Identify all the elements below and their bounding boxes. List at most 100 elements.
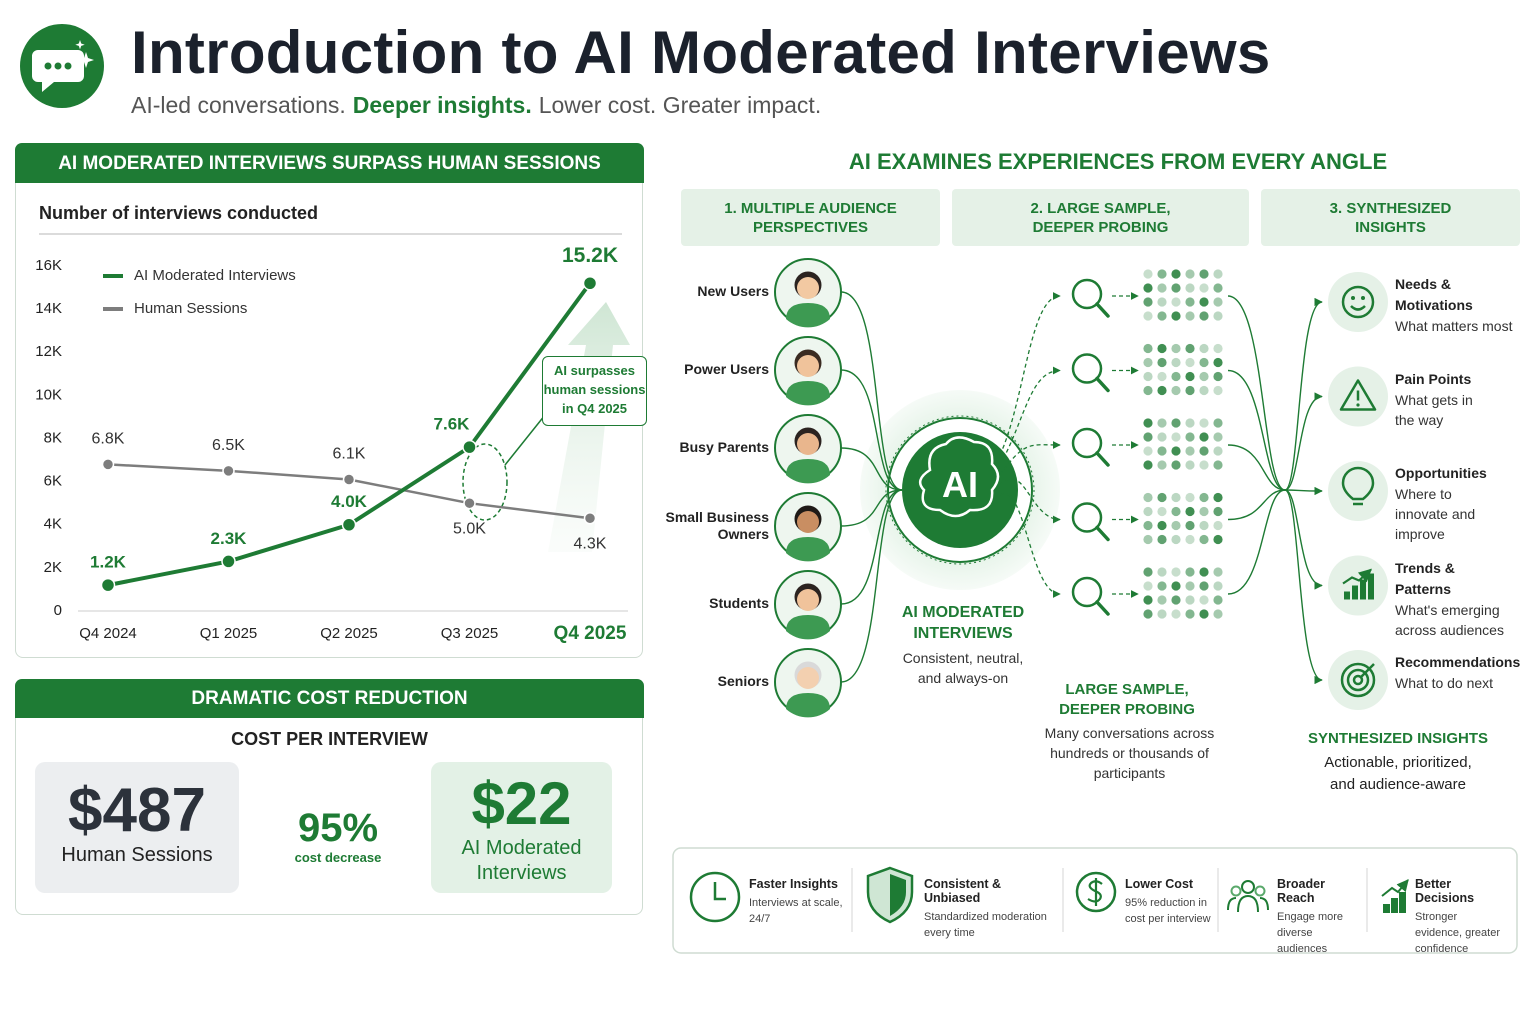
y-tick-label: 4K <box>44 516 62 533</box>
sample-dot <box>1143 297 1153 307</box>
benefit-title: Broader Reach <box>1277 877 1325 905</box>
synth-link <box>1227 444 1286 491</box>
avatar-face <box>797 511 819 533</box>
cost-subheading: COST PER INTERVIEW <box>231 729 428 749</box>
sample-dot <box>1157 311 1167 321</box>
avatar-body <box>786 303 830 328</box>
annotation: AI surpasses human sessions in Q4 2025 <box>542 356 647 426</box>
insight-title: Opportunities <box>1395 465 1487 481</box>
sample-dot <box>1185 371 1195 382</box>
magnifier <box>1071 278 1103 310</box>
value-label: 4.3K <box>574 536 607 553</box>
x-tick-label: Q1 2025 <box>200 625 258 642</box>
step: 1. MULTIPLE AUDIENCE PERSPECTIVES <box>681 189 940 246</box>
sample-dot <box>1185 283 1195 293</box>
target-ring <box>1352 674 1364 686</box>
connector <box>840 489 903 527</box>
probe-link <box>999 366 1061 466</box>
target-ring <box>1346 668 1370 692</box>
sample-dot <box>1199 595 1209 605</box>
avatar-body <box>786 459 830 484</box>
annotation-pointer <box>504 414 546 466</box>
sample-dot <box>1199 567 1209 577</box>
insight-title: Needs & Motivations <box>1395 276 1473 313</box>
sample-dot <box>1143 506 1153 517</box>
sample-dot <box>1157 357 1167 368</box>
subtitle-part: Deeper insights. <box>352 92 532 118</box>
sample-dot <box>1199 371 1209 382</box>
data-point <box>222 464 235 478</box>
sample-dot <box>1143 343 1153 354</box>
eye <box>1361 296 1365 300</box>
value-label: 15.2K <box>562 244 618 267</box>
sample-dot <box>1157 595 1167 605</box>
sample-dot <box>1143 581 1153 591</box>
benefit: Faster Insights Interviews at scale, 24/7 <box>749 877 844 927</box>
sample-dot <box>1213 446 1223 456</box>
people-icon <box>1254 885 1266 897</box>
sample-dot <box>1213 418 1223 428</box>
sample-dot <box>1213 460 1223 470</box>
benefit: Better Decisions Stronger evidence, great… <box>1415 877 1507 957</box>
value-label: 2.3K <box>211 529 248 548</box>
avatar-face <box>797 589 819 611</box>
insight-icon-bg <box>1328 272 1388 332</box>
sample-dot <box>1185 385 1195 396</box>
trend-bar <box>1352 585 1358 600</box>
data-point <box>462 439 477 455</box>
benefit: Lower Cost 95% reduction in cost per inte… <box>1125 877 1215 927</box>
smiley-icon <box>1341 285 1375 319</box>
avatar-face <box>797 355 819 377</box>
sample-dot <box>1199 311 1209 321</box>
sample-dot <box>1171 371 1181 382</box>
target-arrow <box>1359 663 1375 679</box>
sample-dot <box>1157 520 1167 531</box>
insight-link <box>1284 297 1323 491</box>
avatar-body <box>786 381 830 406</box>
audience-label: New Users <box>697 283 769 299</box>
sample-dot <box>1199 609 1209 619</box>
insight-text: What gets in the way <box>1395 391 1473 428</box>
sample-dot <box>1185 609 1195 619</box>
y-tick-label: 10K <box>35 386 62 403</box>
audience-label: Seniors <box>717 673 769 689</box>
bars-icon <box>1383 892 1406 913</box>
insight-text: What's emerging across audiences <box>1395 601 1504 638</box>
value-label: 4.0K <box>331 492 368 511</box>
insight: Needs & Motivations What matters most <box>1395 274 1525 336</box>
sample-dot <box>1213 269 1223 279</box>
value-label: 5.0K <box>453 520 486 537</box>
sample-dot <box>1143 534 1153 545</box>
logo-sparkle <box>78 52 94 68</box>
brain-icon <box>918 436 1000 518</box>
reduction-value: 95% <box>297 806 379 850</box>
sample-dot <box>1171 595 1181 605</box>
sample-dot <box>1213 432 1223 442</box>
sample-dot <box>1157 567 1167 577</box>
value-label: 6.8K <box>92 431 125 448</box>
diagram-heading: AI EXAMINES EXPERIENCES FROM EVERY ANGLE <box>848 149 1388 174</box>
benefit-title: Better Decisions <box>1415 877 1475 905</box>
audience-label: Students <box>709 595 769 611</box>
sample-dot <box>1199 581 1209 591</box>
subtitle-part: AI-led conversations. <box>131 92 346 118</box>
sample-dot <box>1157 418 1167 428</box>
insight-title: Pain Points <box>1395 370 1472 387</box>
logo-bubble <box>32 50 84 92</box>
y-tick-label: 16K <box>35 257 62 274</box>
insight: Opportunities Where to innovate and impro… <box>1395 463 1507 544</box>
sample-dot <box>1185 418 1195 428</box>
x-tick-label: Q3 2025 <box>441 625 499 642</box>
sample-dot <box>1213 520 1223 531</box>
sample-dot <box>1185 492 1195 503</box>
sample-dot <box>1199 460 1209 470</box>
probe-link <box>999 441 1061 476</box>
sample-dot <box>1171 581 1181 591</box>
logo-dot <box>54 62 62 70</box>
sample-dot <box>1213 534 1223 545</box>
sample-dot <box>1199 269 1209 279</box>
y-tick-label: 8K <box>44 429 62 446</box>
insight-icon-bg <box>1328 461 1388 521</box>
synthesis-text: Actionable, prioritized, and audience-aw… <box>1324 754 1472 793</box>
synth-link <box>1227 489 1286 521</box>
